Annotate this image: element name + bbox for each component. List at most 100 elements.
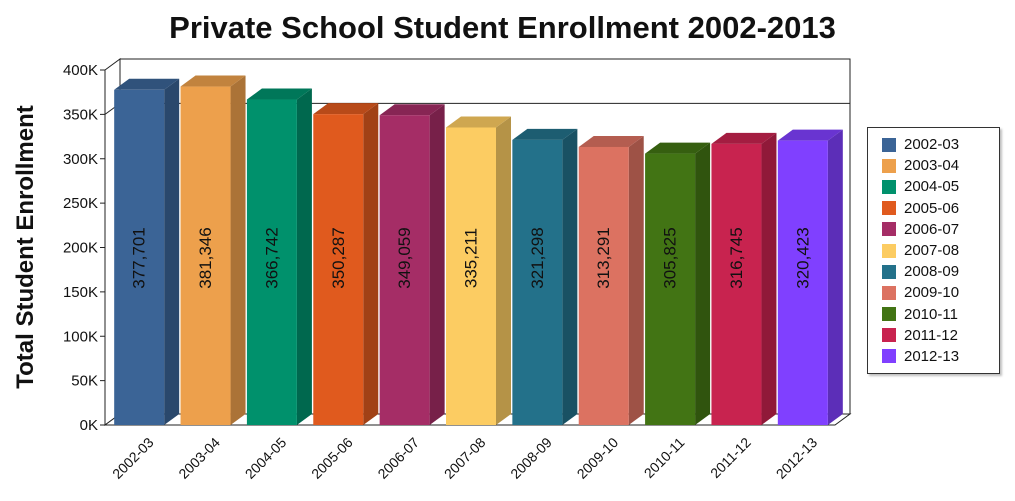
y-tick-label: 50K xyxy=(71,373,98,390)
bar xyxy=(578,146,629,426)
x-tick-label: 2006-07 xyxy=(374,434,422,482)
bar xyxy=(180,86,231,426)
bar-value-label: 349,059 xyxy=(395,227,414,288)
legend-label: 2005-06 xyxy=(904,199,960,217)
y-tick-label: 350K xyxy=(63,106,98,123)
bar-top xyxy=(379,104,445,116)
y-tick-label: 400K xyxy=(63,62,98,79)
bar-side xyxy=(827,129,843,426)
legend-item: 2007-08 xyxy=(868,240,999,261)
legend-swatch xyxy=(882,137,896,152)
x-tick-label: 2002-03 xyxy=(109,434,157,482)
legend-item: 2011-12 xyxy=(868,325,999,346)
x-tick-label: 2009-10 xyxy=(574,434,622,482)
bar-side xyxy=(761,132,777,426)
y-tick-label: 300K xyxy=(63,151,98,168)
bar xyxy=(379,115,430,425)
x-tick-label: 2007-08 xyxy=(441,434,489,482)
bar xyxy=(777,140,828,426)
bar-top xyxy=(246,88,312,100)
bar-value-label: 320,423 xyxy=(793,227,812,288)
bar xyxy=(711,143,762,426)
bar-top xyxy=(645,142,711,154)
bar-side xyxy=(628,135,644,426)
bar-value-label: 335,211 xyxy=(462,228,481,288)
bar-value-label: 321,298 xyxy=(528,227,547,288)
legend-label: 2006-07 xyxy=(904,220,960,238)
legend-label: 2009-10 xyxy=(904,284,960,302)
legend-label: 2012-13 xyxy=(904,347,960,365)
legend-swatch xyxy=(882,307,896,322)
bar xyxy=(246,99,297,425)
bar-value-label: 313,291 xyxy=(594,227,613,288)
x-tick-label: 2003-04 xyxy=(175,434,223,482)
bar-top xyxy=(446,116,511,128)
y-tick-label: 250K xyxy=(63,195,98,212)
bar xyxy=(446,127,496,425)
y-tick-label: 0K xyxy=(80,417,98,434)
bar-side xyxy=(230,75,246,426)
bar-top xyxy=(578,135,644,147)
legend-label: 2007-08 xyxy=(904,242,960,260)
y-tick-label: 200K xyxy=(63,240,98,257)
legend-swatch xyxy=(882,158,896,173)
bar-value-label: 316,745 xyxy=(727,227,746,288)
legend-item: 2010-11 xyxy=(868,304,999,325)
legend-item: 2009-10 xyxy=(868,282,999,303)
bar-side xyxy=(363,103,379,425)
legend-swatch xyxy=(882,243,896,258)
x-tick-label: 2010-11 xyxy=(641,434,688,481)
legend: 2002-03 2003-04 2004-05 2005-06 2006-07 2007-… xyxy=(867,127,1000,374)
y-tick-label: 150K xyxy=(63,284,98,301)
legend-label: 2008-09 xyxy=(904,263,960,281)
legend-item: 2005-06 xyxy=(868,198,999,219)
bar-value-label: 305,825 xyxy=(661,227,680,288)
legend-item: 2012-13 xyxy=(868,346,999,367)
legend-swatch xyxy=(882,201,896,216)
legend-label: 2002-03 xyxy=(904,136,960,154)
bar xyxy=(114,89,165,426)
legend-label: 2003-04 xyxy=(904,157,960,175)
legend-swatch xyxy=(882,285,896,300)
bar-value-label: 350,287 xyxy=(329,227,348,288)
legend-label: 2011-12 xyxy=(904,326,958,344)
chart-title: Private School Student Enrollment 2002-2… xyxy=(169,10,836,45)
legend-swatch xyxy=(882,328,896,343)
legend-swatch xyxy=(882,264,896,279)
legend-item: 2002-03 xyxy=(868,134,999,155)
legend-swatch xyxy=(882,179,896,194)
y-tick-label: 100K xyxy=(63,328,98,345)
bar-top xyxy=(180,75,246,87)
bar-side xyxy=(562,128,578,425)
bar-value-label: 377,701 xyxy=(130,227,149,288)
legend-item: 2004-05 xyxy=(868,176,999,197)
legend-item: 2003-04 xyxy=(868,155,999,176)
x-tick-label: 2004-05 xyxy=(242,434,290,482)
legend-swatch xyxy=(882,349,896,364)
bar-top xyxy=(711,132,777,144)
bar-side xyxy=(496,116,511,425)
x-tick-label: 2012-13 xyxy=(773,434,821,482)
bar-value-label: 366,742 xyxy=(262,227,281,288)
legend-label: 2004-05 xyxy=(904,178,960,196)
bar xyxy=(512,139,563,425)
bar-side xyxy=(695,142,711,425)
legend-label: 2010-11 xyxy=(904,305,958,323)
x-tick-label: 2008-09 xyxy=(507,434,555,482)
bar-side xyxy=(164,78,180,426)
bar-side xyxy=(296,88,312,425)
legend-item: 2008-09 xyxy=(868,261,999,282)
bar xyxy=(313,114,364,425)
bar-top xyxy=(512,128,578,140)
legend-item: 2006-07 xyxy=(868,219,999,240)
x-tick-label: 2005-06 xyxy=(308,434,356,482)
bar-top xyxy=(313,103,379,115)
bar-side xyxy=(429,104,445,425)
bar-value-label: 381,346 xyxy=(196,227,215,288)
x-tick-label: 2011-12 xyxy=(707,434,754,481)
bar-top xyxy=(777,129,843,141)
bar-top xyxy=(114,78,180,90)
legend-swatch xyxy=(882,222,896,237)
bar xyxy=(645,153,696,425)
